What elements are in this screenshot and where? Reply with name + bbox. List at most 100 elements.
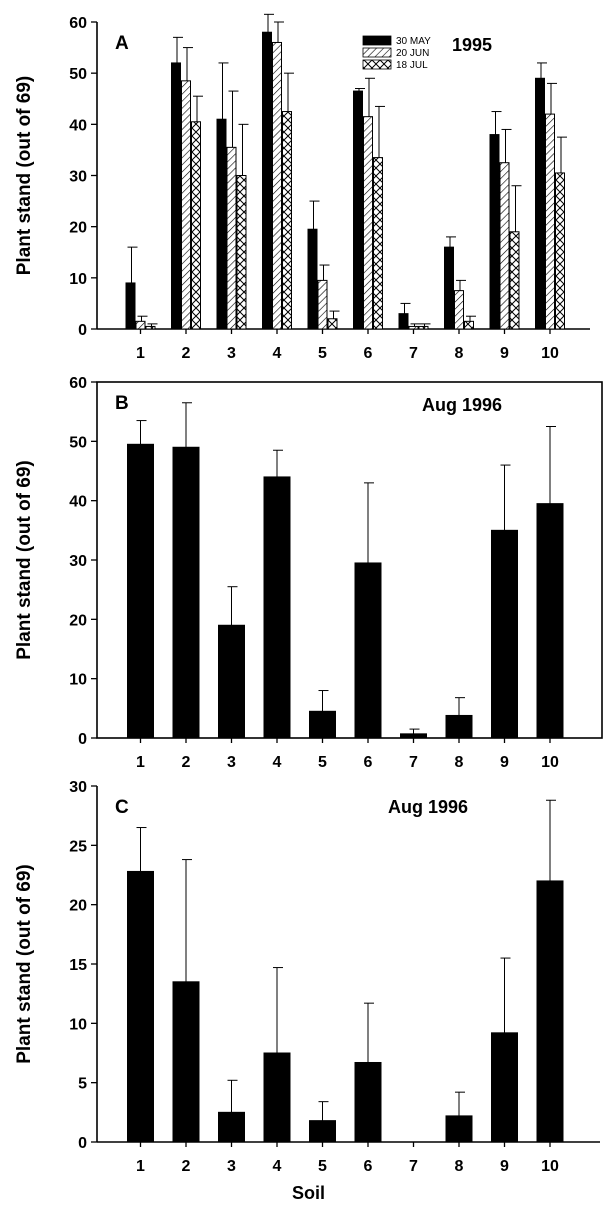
y-tick-label: 20 — [69, 898, 87, 915]
x-tick-label: 5 — [318, 345, 327, 362]
x-tick-label: 6 — [364, 345, 373, 362]
bar — [545, 113, 555, 330]
y-tick-label: 40 — [69, 494, 87, 511]
x-tick-label: 6 — [364, 1158, 373, 1175]
y-tick-label: 20 — [69, 220, 87, 237]
panel-letter: B — [115, 393, 129, 414]
panel-b: 0 10 20 30 40 50 60 1 2 3 4 5 6 7 8 9 10 Plant stand (out… — [14, 375, 603, 771]
x-tick-label: 6 — [364, 754, 373, 771]
bar — [309, 710, 336, 739]
x-tick-label: 8 — [455, 1158, 464, 1175]
bar — [499, 162, 510, 330]
legend-label: 30 MAY — [396, 36, 431, 47]
y-tick-label: 0 — [78, 1135, 87, 1152]
bar — [263, 476, 291, 739]
bar — [317, 279, 328, 330]
x-tick-label: 3 — [227, 345, 236, 362]
bar — [172, 446, 200, 739]
x-tick-label: 4 — [273, 345, 282, 362]
panel-c: 0 5 10 15 20 25 30 1 2 3 4 5 6 7 8 9 10 Plant stand (out … — [14, 779, 600, 1203]
y-tick-label: 10 — [69, 672, 87, 689]
legend-label: 20 JUN — [396, 48, 429, 59]
y-axis-label: Plant stand (out of 69) — [14, 76, 35, 276]
panel-letter: A — [115, 33, 129, 54]
bar — [127, 443, 154, 739]
x-tick-label: 10 — [541, 1158, 559, 1175]
bar — [145, 325, 156, 330]
bar — [408, 325, 419, 330]
x-tick-label: 7 — [409, 754, 418, 771]
bar — [327, 318, 338, 330]
x-tick-label: 5 — [318, 754, 327, 771]
bar — [236, 175, 247, 330]
y-tick-label: 10 — [69, 1016, 87, 1033]
x-tick-label: 9 — [500, 754, 509, 771]
bar — [307, 228, 318, 330]
y-tick-label: 0 — [78, 731, 87, 748]
bar — [181, 80, 191, 330]
bar — [445, 1115, 473, 1143]
bar — [218, 624, 245, 739]
legend-swatch — [362, 47, 392, 58]
bar — [373, 157, 383, 330]
bar — [263, 1052, 291, 1143]
x-tick-label: 4 — [273, 1158, 282, 1175]
x-tick-label: 2 — [182, 345, 191, 362]
x-tick-label: 10 — [541, 754, 559, 771]
bar — [489, 134, 500, 330]
y-tick-label: 40 — [69, 117, 87, 134]
bar — [536, 880, 564, 1143]
bar — [398, 313, 409, 330]
panel-a: 0 10 20 30 40 50 60 1 2 3 4 5 6 7 8 9 10 Plant stand (out… — [14, 13, 590, 362]
legend-label: 18 JUL — [396, 60, 428, 71]
bar — [282, 111, 292, 330]
y-tick-label: 10 — [69, 271, 87, 288]
x-tick-label: 9 — [500, 345, 509, 362]
x-tick-label: 10 — [541, 345, 559, 362]
x-tick-label: 2 — [182, 1158, 191, 1175]
bar — [218, 1111, 245, 1143]
x-tick-label: 7 — [409, 345, 418, 362]
x-tick-label: 8 — [455, 754, 464, 771]
bar — [262, 31, 272, 330]
y-tick-label: 25 — [69, 838, 87, 855]
x-tick-label: 1 — [136, 1158, 145, 1175]
y-tick-label: 20 — [69, 612, 87, 629]
x-tick-label: 3 — [227, 754, 236, 771]
bar — [536, 503, 564, 739]
bar — [171, 62, 181, 330]
bar — [127, 870, 154, 1143]
y-tick-label: 30 — [69, 779, 87, 796]
panel-title: 1995 — [452, 35, 492, 55]
bar — [400, 733, 427, 739]
bar — [535, 77, 545, 330]
x-tick-label: 5 — [318, 1158, 327, 1175]
bar — [491, 529, 518, 739]
panel-title: Aug 1996 — [388, 797, 468, 817]
bar — [491, 1032, 518, 1143]
bar — [135, 320, 146, 330]
bar — [226, 146, 237, 330]
bar — [509, 231, 520, 330]
x-tick-label: 8 — [455, 345, 464, 362]
x-axis-label: Soil — [292, 1183, 325, 1203]
x-tick-label: 4 — [273, 754, 282, 771]
x-tick-label: 1 — [136, 345, 145, 362]
legend-swatch — [362, 35, 392, 46]
legend-swatch — [362, 59, 392, 70]
y-tick-label: 0 — [78, 322, 87, 339]
bar — [272, 41, 282, 330]
y-tick-label: 60 — [69, 375, 87, 392]
panel-title: Aug 1996 — [422, 395, 502, 415]
bar — [216, 118, 227, 330]
x-tick-label: 1 — [136, 754, 145, 771]
bar — [363, 116, 373, 330]
bar — [445, 714, 473, 739]
x-tick-label: 9 — [500, 1158, 509, 1175]
bar — [309, 1120, 336, 1143]
y-tick-label: 50 — [69, 434, 87, 451]
bar — [172, 981, 200, 1143]
bar — [353, 90, 363, 330]
y-tick-label: 15 — [69, 957, 87, 974]
